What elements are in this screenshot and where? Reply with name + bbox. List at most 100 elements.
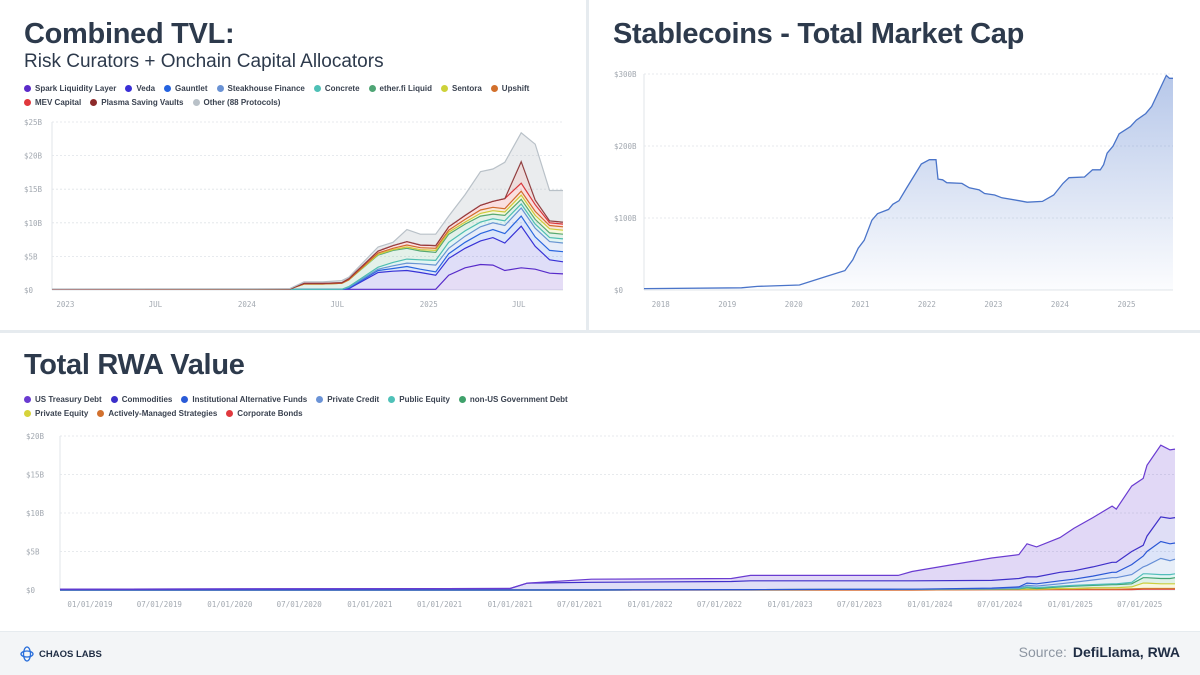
y-tick-label: $0	[26, 586, 36, 595]
x-tick-label: 2023	[56, 300, 74, 309]
x-tick-label: 2018	[652, 300, 671, 309]
tvl-subtitle: Risk Curators + Onchain Capital Allocato…	[24, 51, 384, 72]
legend-dot-icon	[164, 85, 172, 92]
legend-item[interactable]: ether.fi Liquid	[368, 84, 432, 93]
rwa-title: Total RWA Value	[24, 349, 245, 381]
legend-item[interactable]: Institutional Alternative Funds	[181, 395, 307, 404]
legend-item[interactable]: Upshift	[490, 84, 530, 93]
legend-item[interactable]: Corporate Bonds	[226, 409, 303, 418]
legend-label: Corporate Bonds	[237, 409, 303, 418]
x-tick-label: 01/01/2020	[207, 600, 253, 609]
legend-dot-icon	[368, 85, 376, 92]
x-tick-label: 01/01/2025	[1048, 600, 1093, 609]
y-tick-label: $10B	[26, 509, 45, 518]
legend-dot-icon	[90, 99, 98, 106]
legend-item[interactable]: Commodities	[110, 395, 173, 404]
x-tick-label: 01/01/2021	[488, 600, 533, 609]
x-tick-label: 01/01/2023	[767, 600, 812, 609]
series-area	[52, 264, 563, 290]
legend-label: Spark Liquidity Layer	[35, 84, 117, 93]
x-tick-label: 07/01/2020	[277, 600, 323, 609]
legend-item[interactable]: Other (88 Protocols)	[192, 98, 280, 107]
legend-item[interactable]: Veda	[125, 84, 155, 93]
legend-dot-icon	[181, 396, 189, 403]
x-tick-label: 2019	[718, 300, 736, 309]
tvl-legend-row-2: MEV Capital Plasma Saving Vaults Other (88…	[24, 98, 280, 107]
market-cap-area	[644, 75, 1173, 291]
y-tick-label: $20B	[24, 152, 43, 161]
x-tick-label: 01/01/2021	[417, 600, 462, 609]
footer: CHAOS LABS Source: DefiLlama, RWA	[0, 632, 1200, 675]
x-tick-label: 2024	[1051, 300, 1070, 309]
chart-2: $0 $5B $10B $15B $20B 01/01/2019 07/01/2019 01/…	[26, 432, 1176, 609]
series-line	[51, 190, 564, 290]
x-tick-label: 01/01/2021	[347, 600, 392, 609]
legend-label: Private Credit	[327, 395, 380, 404]
legend-item[interactable]: Gauntlet	[164, 84, 208, 93]
legend-dot-icon	[24, 396, 31, 403]
y-tick-label: $0	[24, 286, 34, 295]
series-line	[59, 444, 1176, 590]
legend-dot-icon	[490, 85, 498, 92]
series-line	[59, 516, 1176, 590]
legend-dot-icon	[24, 85, 31, 92]
legend-item[interactable]: US Treasury Debt	[24, 395, 102, 404]
legend-item[interactable]: Public Equity	[388, 395, 450, 404]
legend-item[interactable]: Private Equity	[24, 409, 88, 418]
chaos-labs-logo-icon	[20, 646, 34, 662]
source-note: Source: DefiLlama, RWA	[1019, 644, 1180, 660]
legend-dot-icon	[24, 410, 31, 417]
x-tick-label: 07/01/2022	[697, 600, 742, 609]
series-line	[51, 131, 563, 290]
legend-dot-icon	[388, 396, 396, 403]
legend-item[interactable]: Private Credit	[316, 395, 379, 404]
source-label: Source:	[1018, 644, 1067, 660]
x-tick-label: 2025	[420, 300, 438, 309]
legend-label: US Treasury Debt	[35, 395, 102, 404]
legend-label: Public Equity	[399, 395, 450, 404]
x-tick-label: 07/01/2023	[837, 600, 882, 609]
series-area	[60, 445, 1175, 590]
x-tick-label: 2022	[918, 300, 936, 309]
y-tick-label: $20B	[26, 432, 45, 441]
legend-label: Actively-Managed Strategies	[108, 409, 218, 418]
legend-label: Commodities	[121, 395, 173, 404]
legend-label: Plasma Saving Vaults	[101, 98, 184, 107]
tvl-panel: Combined TVL: Risk Curators + Onchain Ca…	[0, 0, 586, 330]
series-line	[51, 159, 564, 290]
legend-label: Concrete	[324, 84, 360, 93]
y-tick-label: $10B	[24, 219, 43, 228]
x-tick-label: 07/01/2019	[137, 600, 182, 609]
legend-label: Steakhouse Finance	[227, 84, 305, 93]
y-tick-label: $100B	[614, 214, 637, 223]
legend-item[interactable]: Spark Liquidity Layer	[24, 84, 116, 93]
x-tick-label: 2024	[238, 300, 257, 309]
x-tick-label: 2020	[785, 300, 804, 309]
chart-1: $0 $100B $200B $300B 2018 2019 2020 2021 2022 202…	[614, 70, 1173, 309]
legend-item[interactable]: Actively-Managed Strategies	[97, 409, 217, 418]
legend-item[interactable]: Steakhouse Finance	[216, 84, 305, 93]
x-tick-label: 2021	[851, 300, 869, 309]
source-value: DefiLlama, RWA	[1072, 644, 1180, 660]
legend-item[interactable]: Concrete	[313, 84, 360, 93]
y-tick-label: $300B	[614, 70, 637, 79]
legend-item[interactable]: Plasma Saving Vaults	[90, 98, 184, 107]
stablecoins-title: Stablecoins - Total Market Cap	[613, 18, 1025, 50]
x-tick-label: 01/01/2019	[67, 600, 112, 609]
y-tick-label: $200B	[614, 142, 637, 151]
series-area	[52, 132, 563, 290]
y-tick-label: $5B	[24, 252, 38, 261]
legend-item[interactable]: non-US Government Debt	[458, 395, 568, 404]
legend-item[interactable]: Sentora	[441, 84, 482, 93]
y-tick-label: $25B	[24, 118, 43, 127]
legend-item[interactable]: MEV Capital	[24, 98, 81, 107]
x-tick-label: 01/01/2024	[907, 600, 953, 609]
legend-label: Upshift	[501, 84, 530, 93]
rwa-legend-row-2: Private Equity Actively-Managed Strategie…	[24, 409, 303, 418]
legend-label: non-US Government Debt	[469, 395, 568, 404]
legend-label: Private Equity	[35, 409, 89, 418]
legend-dot-icon	[216, 85, 224, 92]
y-tick-label: $15B	[26, 471, 45, 480]
x-tick-label: JUL	[512, 300, 526, 309]
